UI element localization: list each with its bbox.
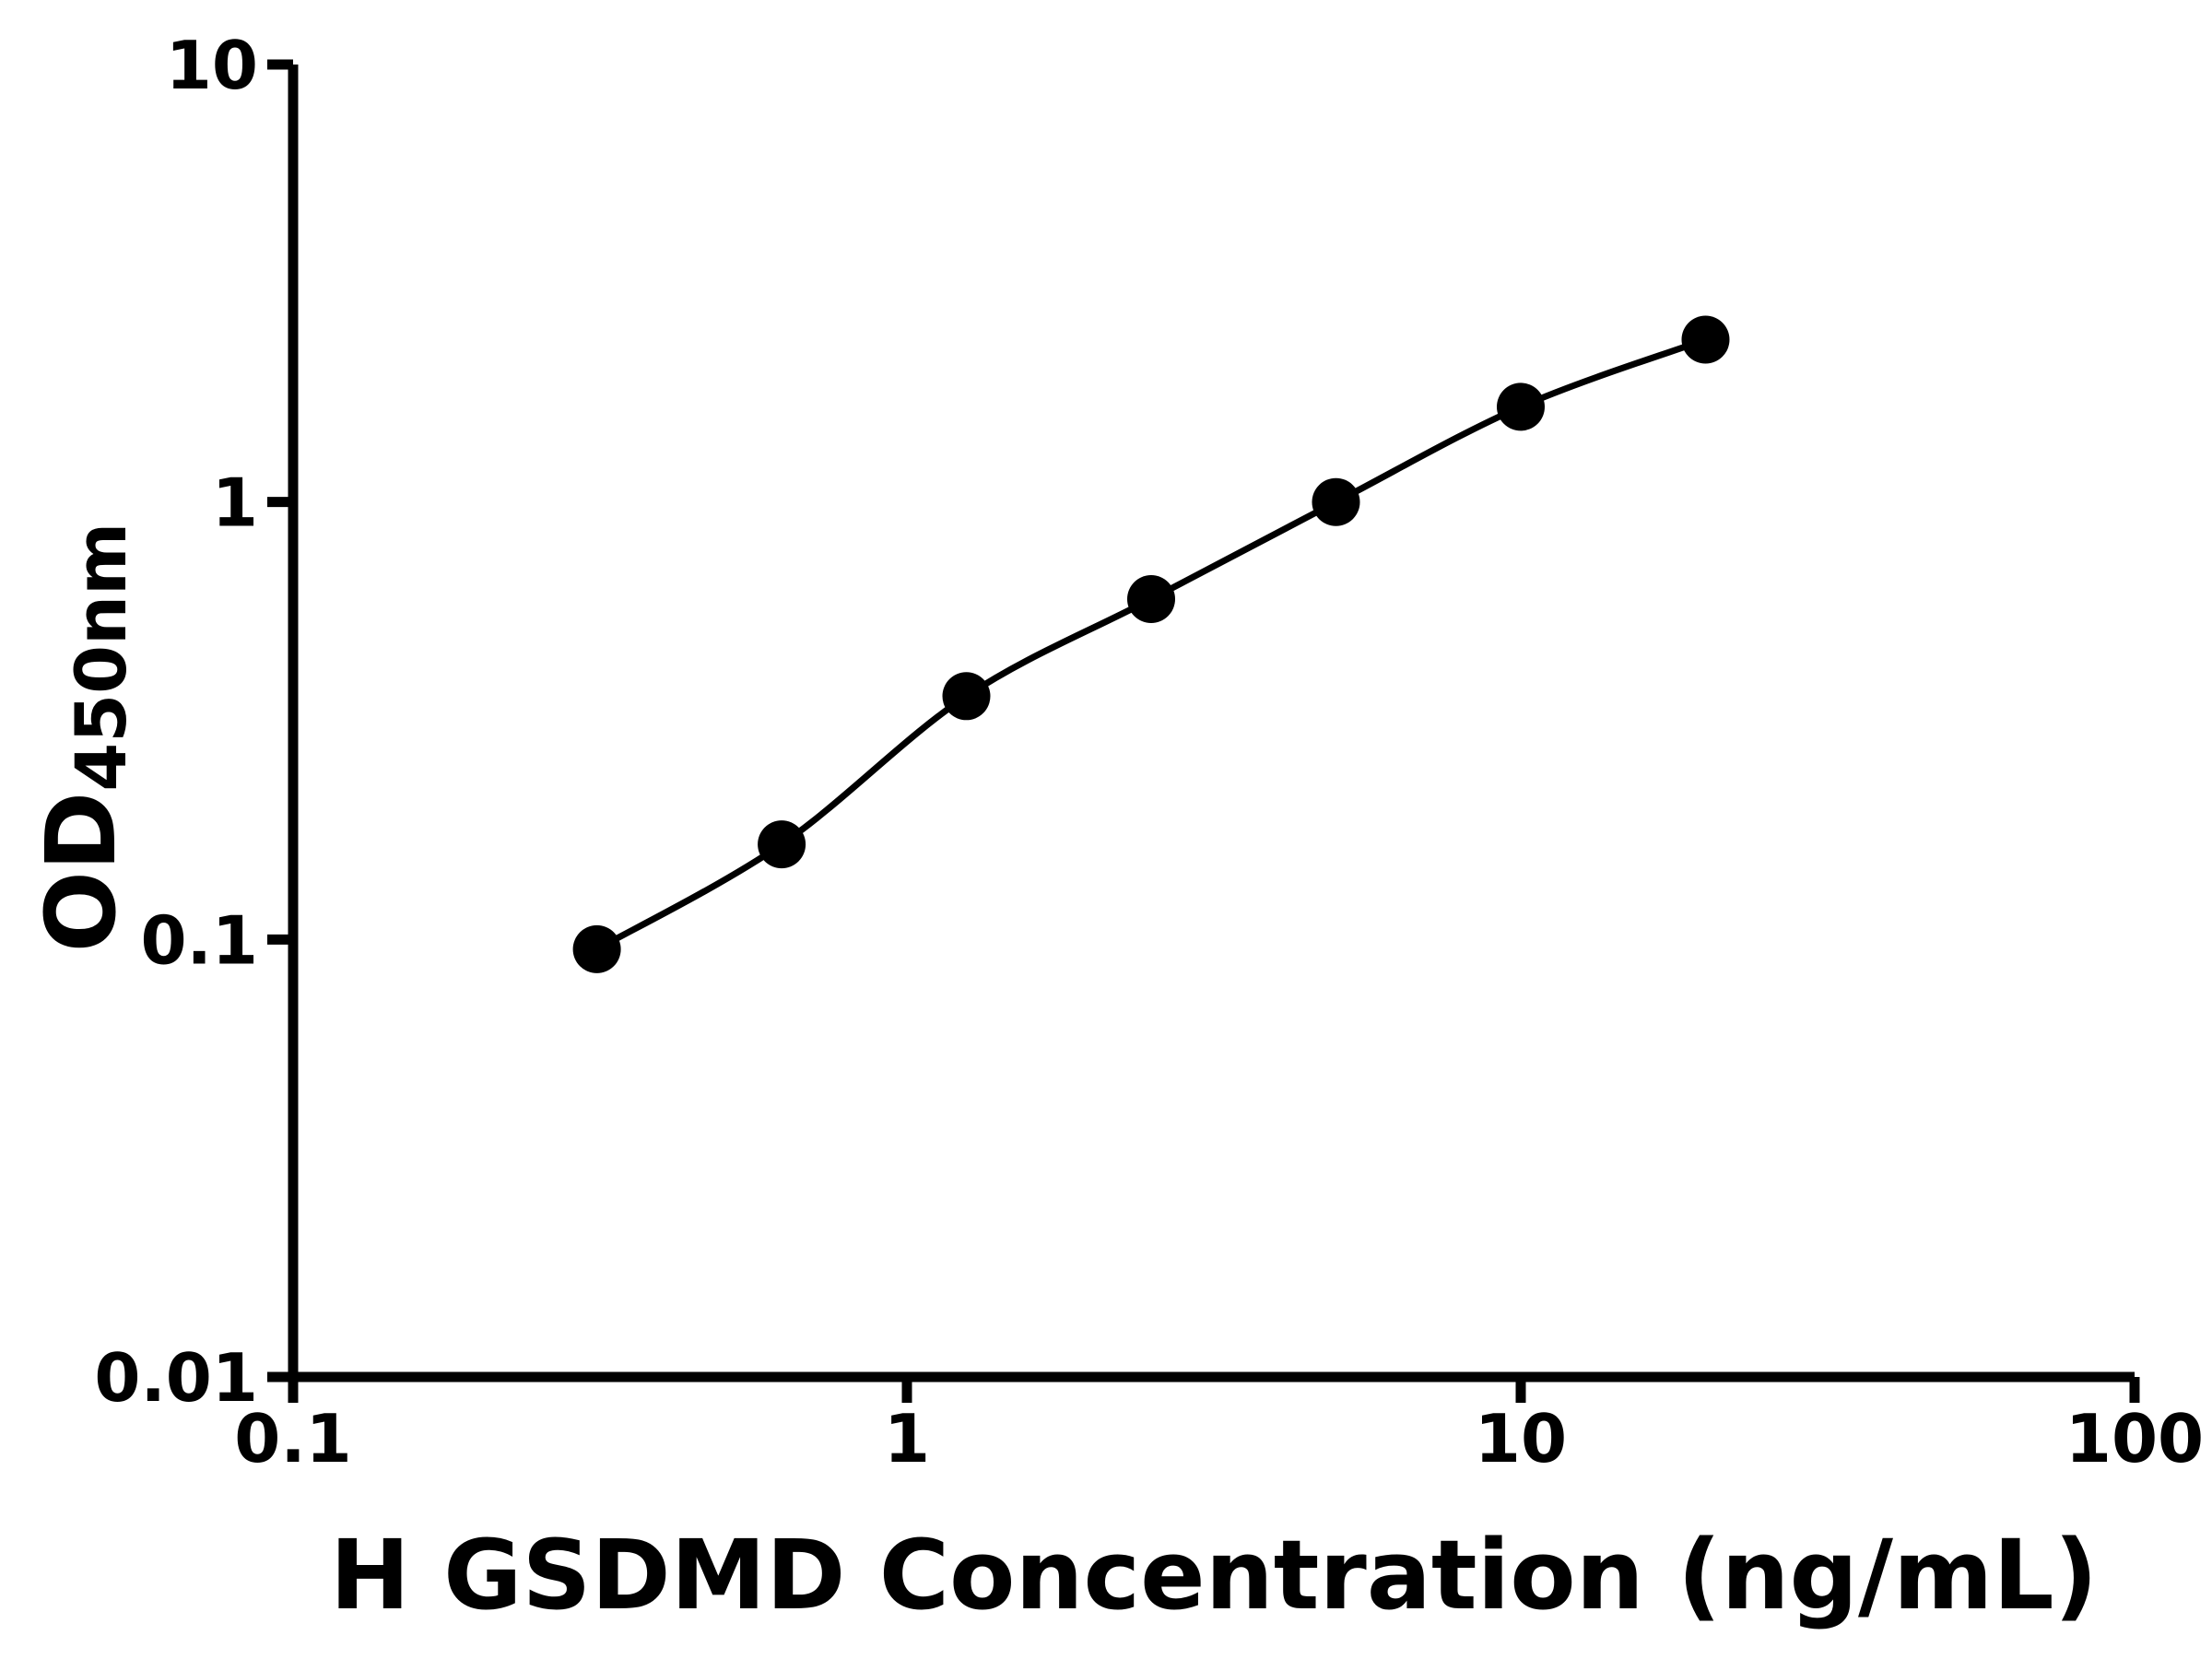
data-point-marker (942, 672, 991, 721)
y-tick-label: 1 (212, 465, 258, 542)
y-tick-label: 10 (166, 27, 258, 104)
data-point-marker (1681, 315, 1730, 364)
x-axis-title: H GSDMD Concentration (ng/mL) (329, 1519, 2099, 1631)
y-tick-label: 0.1 (140, 901, 258, 979)
y-axis-title-main: OD (25, 791, 137, 953)
y-axis-title: OD450nm (25, 523, 142, 953)
data-point-marker (1127, 575, 1175, 623)
x-tick-label: 10 (1475, 1400, 1567, 1477)
y-tick-label: 0.01 (94, 1339, 258, 1417)
data-point-marker (572, 924, 621, 973)
data-point-marker (758, 820, 806, 869)
data-point-marker (1312, 477, 1360, 526)
x-tick-label: 1 (884, 1400, 930, 1477)
data-point-marker (1497, 382, 1545, 431)
x-tick-label: 0.1 (234, 1400, 352, 1477)
y-axis-title-subscript: 450nm (60, 522, 143, 792)
x-tick-label: 100 (2065, 1400, 2204, 1477)
